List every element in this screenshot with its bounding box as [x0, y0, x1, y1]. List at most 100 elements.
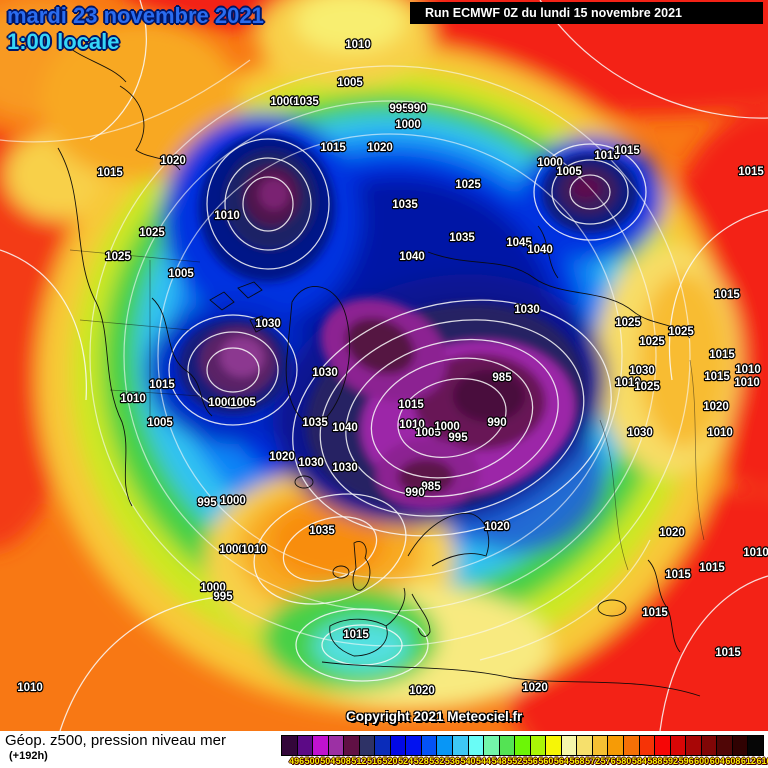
- pressure-label: 1010: [120, 393, 146, 405]
- colorbar-swatch: [514, 735, 531, 756]
- pressure-label: 995: [197, 497, 217, 509]
- colorbar-swatch: [405, 735, 422, 756]
- colorbar-swatch: [576, 735, 593, 756]
- colorbar-swatch: [467, 735, 485, 756]
- pressure-label: 1025: [615, 317, 641, 329]
- pressure-label: 1025: [668, 326, 694, 338]
- pressure-label: 1015: [714, 289, 740, 301]
- colorbar-value: 568: [569, 756, 585, 766]
- colorbar-value: 532: [429, 756, 445, 766]
- colorbar-value: 512: [351, 756, 367, 766]
- pressure-label: 1000: [208, 397, 234, 409]
- colorbar-value: 540: [460, 756, 476, 766]
- pressure-label: 1020: [160, 155, 186, 167]
- pressure-label: 1005: [556, 166, 582, 178]
- colorbar-swatch: [731, 735, 749, 756]
- pressure-label: 1030: [332, 462, 358, 474]
- colorbar-swatch: [420, 735, 438, 756]
- pressure-label: 995: [389, 103, 409, 115]
- colorbar-value: 548: [491, 756, 507, 766]
- colorbar-value: 556: [522, 756, 538, 766]
- colorbar-value: 516: [366, 756, 382, 766]
- colorbar-value: 596: [678, 756, 694, 766]
- pressure-label: 1035: [392, 199, 418, 211]
- colorbar-swatch: [374, 735, 391, 756]
- pressure-label: 1015: [738, 166, 764, 178]
- pressure-label: 1010: [615, 377, 641, 389]
- colorbar-value: 608: [725, 756, 741, 766]
- pressure-label: 985: [492, 372, 512, 384]
- pressure-label: 1010: [214, 210, 240, 222]
- pressure-label: 1040: [527, 244, 553, 256]
- colorbar: [281, 735, 764, 756]
- colorbar-value: 552: [507, 756, 523, 766]
- pressure-label: 1020: [269, 451, 295, 463]
- pressure-label: 1020: [409, 685, 435, 697]
- pressure-label: 995: [448, 432, 468, 444]
- colorbar-value: 520: [382, 756, 398, 766]
- pressure-label: 1015: [715, 647, 741, 659]
- colorbar-swatch: [312, 735, 329, 756]
- colorbar-swatch: [296, 735, 314, 756]
- pressure-label: 990: [487, 417, 506, 429]
- pressure-label: 1010: [17, 682, 43, 694]
- pressure-label: 1030: [312, 367, 338, 379]
- pressure-label: 1000: [270, 96, 296, 108]
- pressure-label: 1015: [699, 562, 725, 574]
- pressure-label: 1005: [230, 397, 256, 409]
- pressure-label: 1035: [293, 96, 319, 108]
- pressure-label: 1010: [743, 547, 768, 559]
- colorbar-swatch: [716, 735, 733, 756]
- pressure-label: 1030: [629, 365, 655, 377]
- pressure-label: 1025: [105, 251, 131, 263]
- pressure-label: 1040: [399, 251, 425, 263]
- colorbar-swatch: [700, 735, 718, 756]
- copyright-text: Copyright 2021 Meteociel.fr: [346, 709, 523, 724]
- colorbar-swatch: [358, 735, 376, 756]
- colorbar-swatch: [607, 735, 625, 756]
- pressure-label: 1005: [147, 417, 173, 429]
- colorbar-value: 544: [476, 756, 492, 766]
- pressure-label: 1030: [255, 318, 281, 330]
- colorbar-swatch: [389, 735, 407, 756]
- isobar-contours: [0, 0, 768, 731]
- pressure-label: 1015: [704, 371, 730, 383]
- pressure-label: 1025: [639, 336, 665, 348]
- pressure-label: 1015: [665, 569, 691, 581]
- colorbar-swatch: [483, 735, 500, 756]
- colorbar-swatch: [560, 735, 578, 756]
- valid-date-block: mardi 23 novembre 2021 1:00 locale: [7, 3, 264, 55]
- pressure-label: 990: [405, 487, 424, 499]
- colorbar-value: 616: [756, 756, 768, 766]
- forecast-hour-label: (+192h): [9, 750, 48, 762]
- pressure-label: 995: [213, 591, 233, 603]
- pressure-label: 1020: [659, 527, 685, 539]
- pressure-label: 1045: [506, 237, 532, 249]
- colorbar-swatch: [654, 735, 671, 756]
- pressure-label: 1015: [642, 607, 668, 619]
- colorbar-swatch: [529, 735, 547, 756]
- pressure-label: 1015: [709, 349, 735, 361]
- pressure-label: 985: [421, 481, 441, 493]
- pressure-label: 1035: [309, 525, 335, 537]
- pressure-label: 1010: [735, 364, 761, 376]
- pressure-label: 1015: [97, 167, 123, 179]
- colorbar-swatch: [623, 735, 640, 756]
- colorbar-swatch: [327, 735, 345, 756]
- colorbar-value: 504: [320, 756, 336, 766]
- colorbar-value: 572: [585, 756, 601, 766]
- pressure-label: 1010: [707, 427, 733, 439]
- legend-title: Géop. z500, pression niveau mer: [5, 732, 226, 749]
- colorbar-swatch: [638, 735, 656, 756]
- colorbar-swatch: [343, 735, 360, 756]
- forecast-map: 1010 1005 1000 1035 995 990 1000 1015 1020 1015 10…: [0, 0, 768, 731]
- colorbar-value: 496: [289, 756, 305, 766]
- colorbar-values: 496 500 504 508 512 516 520 524 528 532 536 540 544 5…: [281, 756, 768, 768]
- colorbar-swatch: [498, 735, 516, 756]
- pressure-label: 1000: [219, 544, 245, 556]
- pressure-label: 1015: [398, 399, 424, 411]
- pressure-label: 1035: [302, 417, 328, 429]
- colorbar-value: 580: [616, 756, 632, 766]
